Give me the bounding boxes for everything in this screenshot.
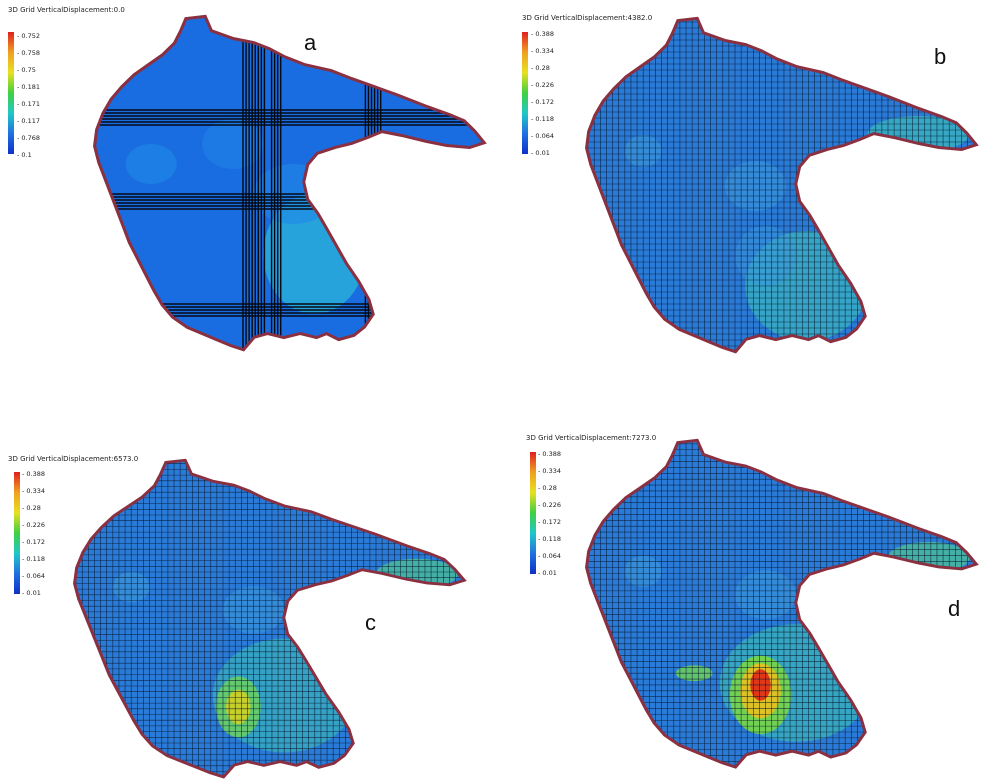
displacement-zone — [724, 161, 786, 211]
legend-tick: 0.388 — [22, 470, 45, 478]
legend-tick: 0.172 — [531, 98, 554, 106]
color-legend-bar — [530, 452, 536, 574]
legend-tick: 0.117 — [17, 117, 40, 125]
legend-tick: 0.768 — [17, 134, 40, 142]
panel-letter: b — [934, 44, 947, 69]
panel-title: 3D Grid VerticalDisplacement:7273.0 — [526, 434, 657, 442]
legend-tick: 0.064 — [22, 572, 45, 580]
legend-tick: 0.28 — [22, 504, 40, 512]
legend-tick: 0.334 — [22, 487, 45, 495]
color-legend-bar — [522, 32, 528, 154]
legend-tick: 0.171 — [17, 100, 40, 108]
legend-tick: 0.181 — [17, 83, 40, 91]
legend-tick: 0.064 — [531, 132, 554, 140]
legend-tick: 0.01 — [531, 149, 549, 157]
color-legend-bar — [8, 32, 14, 154]
panel-c: 3D Grid VerticalDisplacement:6573.0 0.38… — [0, 400, 500, 781]
legend-tick: 0.118 — [531, 115, 554, 123]
legend-tick: 0.334 — [538, 467, 561, 475]
legend-tick: 0.1 — [17, 151, 31, 159]
legend-tick: 0.75 — [17, 66, 35, 74]
panel-letter: d — [948, 596, 961, 621]
legend-tick: 0.172 — [22, 538, 45, 546]
panel-title: 3D Grid VerticalDisplacement:4382.0 — [522, 14, 653, 22]
panel-letter: c — [365, 610, 376, 635]
displacement-map-a — [93, 14, 487, 352]
panel-title: 3D Grid VerticalDisplacement:0.0 — [8, 6, 125, 14]
legend-tick: 0.758 — [17, 49, 40, 57]
legend-tick: 0.118 — [22, 555, 45, 563]
panel-letter: a — [304, 30, 317, 55]
legend-tick: 0.334 — [531, 47, 554, 55]
displacement-map-b — [585, 16, 979, 354]
legend-tick: 0.28 — [531, 64, 549, 72]
legend-tick: 0.064 — [538, 552, 561, 560]
legend-tick: 0.388 — [531, 30, 554, 38]
displacement-map-d — [585, 438, 979, 769]
legend-tick: 0.226 — [538, 501, 561, 509]
displacement-map-c — [73, 458, 467, 779]
panel-b: 3D Grid VerticalDisplacement:4382.0 0.38… — [502, 0, 1004, 370]
color-legend-bar — [14, 472, 20, 594]
panel-a: 3D Grid VerticalDisplacement:0.0 0.752 0… — [0, 0, 500, 370]
legend-tick: 0.226 — [22, 521, 45, 529]
legend-tick: 0.172 — [538, 518, 561, 526]
panel-title: 3D Grid VerticalDisplacement:6573.0 — [8, 455, 139, 463]
displacement-zone — [226, 689, 251, 724]
legend-tick: 0.118 — [538, 535, 561, 543]
legend-tick: 0.28 — [538, 484, 556, 492]
legend-tick: 0.388 — [538, 450, 561, 458]
displacement-zone — [202, 119, 264, 169]
legend-tick: 0.01 — [538, 569, 556, 577]
legend-tick: 0.01 — [22, 589, 40, 597]
legend-tick: 0.226 — [531, 81, 554, 89]
displacement-zone — [125, 144, 177, 184]
panel-d: 3D Grid VerticalDisplacement:7273.0 0.38… — [502, 400, 1004, 781]
legend-tick: 0.752 — [17, 32, 40, 40]
